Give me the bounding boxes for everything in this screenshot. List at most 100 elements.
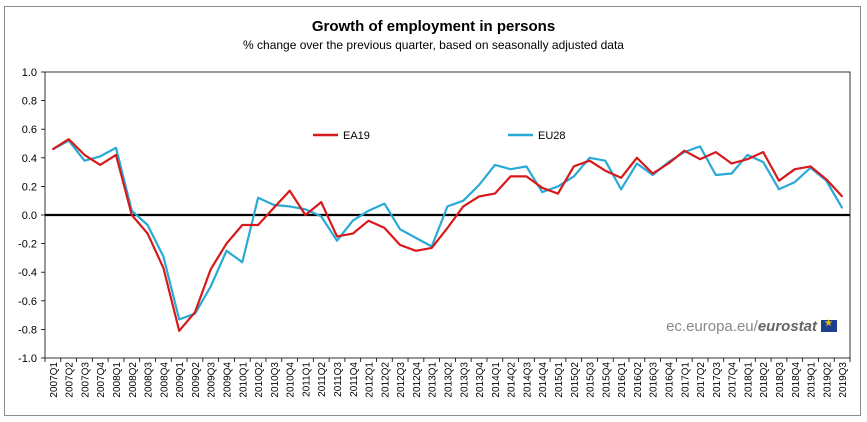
x-tick-label: 2008Q3 [144,362,155,398]
x-axis: 2007Q1 2007Q2 2007Q3 2007Q4 2008Q1 2008Q2 2008… [44,358,851,398]
x-tick-label: 2014Q3 [522,362,533,398]
data-point-eu28 [762,161,764,163]
credit-brand: eurostat [757,318,817,335]
data-point-eu28 [715,174,717,176]
eu-flag-icon [821,318,837,332]
data-point-ea19 [746,158,749,161]
y-axis: 1.0 0.8 0.6 0.4 0.2 0.0 -0.2 -0.4 -0.6 -0.8 -1.0 [18,67,851,365]
y-tick-label: 0.6 [22,124,37,136]
data-point-eu28 [636,162,638,165]
legend-label-eu28: EU28 [538,130,566,142]
data-point-ea19 [288,189,291,192]
data-point-eu28 [494,164,496,166]
data-point-ea19 [620,177,622,179]
y-tick-label: 0.2 [22,181,37,193]
x-tick-label: 2015Q1 [554,362,565,398]
x-tick-label: 2018Q4 [791,362,802,398]
x-tick-label: 2008Q4 [159,362,170,398]
x-tick-label: 2019Q1 [807,362,818,398]
x-tick-label: 2018Q1 [743,362,754,398]
data-point-ea19 [194,311,196,314]
data-point-ea19 [778,179,780,182]
data-point-ea19 [557,192,559,195]
data-point-ea19 [178,330,180,332]
data-point-ea19 [415,249,417,252]
x-tick-label: 2011Q4 [349,362,360,397]
data-point-eu28 [572,175,575,178]
data-point-eu28 [588,157,591,159]
data-point-ea19 [683,149,686,152]
chart-title: Growth of employment in persons [311,18,556,35]
data-point-ea19 [304,214,307,216]
y-tick-label: 1.0 [22,67,37,79]
data-point-ea19 [825,178,828,181]
data-point-ea19 [257,224,259,226]
data-point-ea19 [588,159,591,162]
y-tick-label: 0.0 [22,210,37,222]
data-point-ea19 [572,165,575,168]
data-point-ea19 [115,154,117,156]
data-point-eu28 [557,185,559,188]
x-tick-label: 2017Q4 [728,362,739,398]
source-credit: ec.europa.eu/eurostat [666,318,837,335]
x-tick-label: 2012Q4 [412,362,423,398]
data-point-ea19 [525,175,528,178]
data-point-eu28 [99,155,102,158]
x-tick-label: 2007Q1 [49,362,60,398]
data-point-eu28 [541,191,544,193]
data-point-ea19 [225,242,228,245]
x-tick-label: 2015Q2 [570,362,581,398]
x-tick-label: 2017Q3 [712,362,723,398]
data-point-ea19 [67,138,70,141]
data-point-ea19 [446,227,449,229]
data-point-eu28 [320,215,323,218]
x-tick-label: 2014Q4 [538,362,549,398]
x-tick-label: 2010Q3 [270,362,281,398]
x-tick-label: 2011Q2 [317,362,328,397]
data-point-eu28 [746,154,749,156]
x-tick-label: 2013Q3 [459,362,470,398]
data-point-eu28 [351,219,354,222]
data-point-ea19 [367,219,370,222]
x-tick-label: 2009Q2 [191,362,202,398]
series-line-eu28 [52,139,844,321]
data-point-ea19 [241,224,244,226]
data-point-ea19 [162,267,165,269]
x-tick-label: 2012Q2 [380,362,391,398]
x-tick-label: 2016Q3 [649,362,660,398]
y-tick-label: 0.8 [22,96,37,108]
data-point-ea19 [83,154,86,156]
data-point-ea19 [699,158,701,161]
x-tick-label: 2017Q1 [680,362,691,398]
data-point-ea19 [793,168,796,171]
y-tick-label: -0.4 [18,267,37,279]
x-tick-label: 2010Q4 [286,362,297,398]
x-tick-label: 2009Q3 [207,362,218,398]
data-point-ea19 [509,175,512,178]
data-point-ea19 [383,227,386,229]
data-point-eu28 [730,172,733,175]
data-point-ea19 [636,157,638,159]
data-point-eu28 [509,168,512,171]
x-tick-label: 2013Q2 [444,362,455,398]
y-tick-label: -1.0 [18,353,37,365]
x-tick-label: 2014Q2 [507,362,518,398]
data-point-ea19 [762,151,764,153]
data-point-ea19 [541,187,544,189]
data-point-eu28 [304,208,307,211]
x-tick-label: 2018Q2 [759,362,770,398]
data-point-eu28 [225,249,228,252]
data-point-ea19 [430,247,433,249]
data-point-eu28 [399,228,401,231]
data-point-eu28 [162,255,165,258]
x-tick-label: 2008Q1 [112,362,123,398]
data-point-eu28 [241,261,244,263]
data-point-ea19 [604,169,607,172]
x-tick-label: 2016Q2 [633,362,644,398]
chart-frame [4,6,861,416]
data-point-ea19 [841,195,843,198]
data-point-ea19 [462,205,465,208]
series-layer [52,138,844,332]
x-tick-label: 2007Q4 [96,362,107,398]
